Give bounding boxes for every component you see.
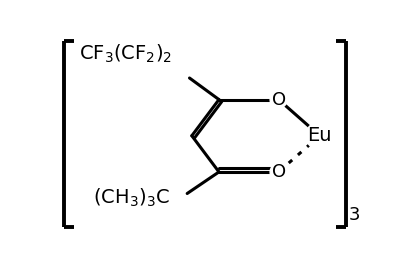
Text: Eu: Eu [308,126,332,145]
Text: O: O [272,163,286,181]
Circle shape [306,122,334,150]
Text: (CH$_3$)$_3$C: (CH$_3$)$_3$C [93,186,170,209]
Circle shape [270,91,287,108]
Text: O: O [272,91,286,109]
Text: CF$_3$(CF$_2$)$_2$: CF$_3$(CF$_2$)$_2$ [80,42,173,64]
Text: 3: 3 [349,206,361,224]
Circle shape [270,164,287,180]
